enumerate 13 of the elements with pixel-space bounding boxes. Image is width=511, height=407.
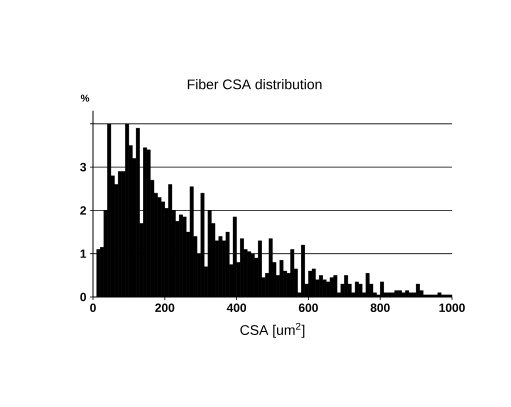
- x-tick-label: 400: [226, 304, 246, 312]
- y-tick-label: 2: [80, 206, 86, 215]
- chart-title: Fiber CSA distribution: [188, 79, 322, 90]
- y-tick-label: 0: [80, 292, 86, 302]
- y-tick-label: 1: [80, 250, 86, 258]
- x-tick-label: 0: [90, 304, 96, 312]
- y-tick-label: 3: [80, 162, 86, 172]
- x-axis-title: CSA [um$^{2}$]: [240, 322, 304, 338]
- x-tick-label: 800: [370, 304, 390, 312]
- x-tick-label: 1000: [439, 304, 465, 312]
- x-tick-label: 200: [155, 304, 174, 312]
- x-tick-label: 600: [298, 304, 318, 312]
- y-axis-title: %: [80, 94, 90, 102]
